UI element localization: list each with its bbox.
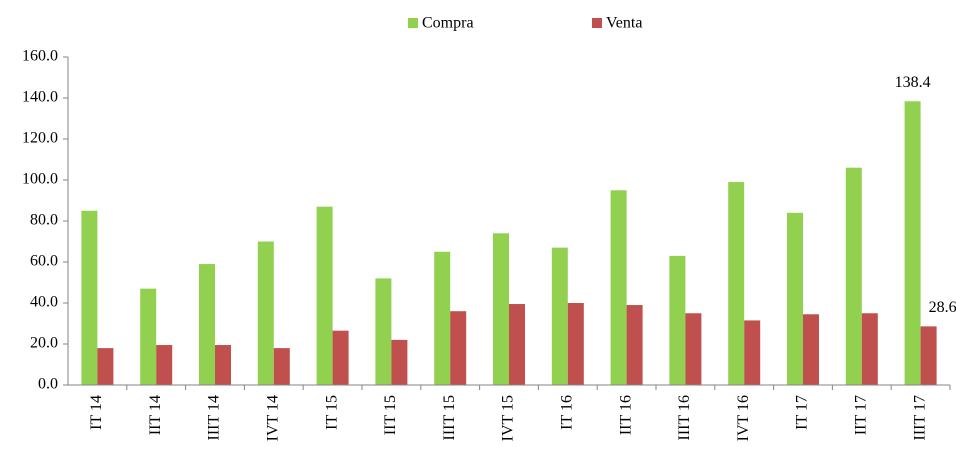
- x-tick-label: IT 16: [558, 395, 575, 430]
- x-tick-label: IT 14: [88, 395, 105, 430]
- x-tick-label: IIT 16: [617, 395, 634, 435]
- y-tick-label: 0.0: [38, 376, 58, 393]
- bar: [391, 339, 408, 385]
- bar: [97, 348, 114, 385]
- bar: [920, 326, 937, 385]
- bar: [728, 182, 745, 385]
- bar: [669, 255, 686, 385]
- y-tick-label: 100.0: [22, 171, 58, 188]
- bar: [551, 247, 568, 385]
- bar: [257, 241, 274, 385]
- bar: [626, 305, 643, 385]
- x-tick-label: IIT 17: [852, 395, 869, 435]
- bar: [493, 233, 509, 385]
- y-tick-label: 160.0: [22, 48, 58, 65]
- data-label: 138.4: [895, 74, 931, 91]
- legend-swatch: [408, 18, 418, 28]
- bar: [81, 210, 98, 385]
- y-tick-label: 80.0: [30, 212, 58, 229]
- bar: [332, 330, 349, 385]
- legend-swatch: [592, 18, 602, 28]
- bar: [861, 313, 878, 385]
- y-tick-label: 60.0: [30, 253, 58, 270]
- y-tick-label: 140.0: [22, 89, 58, 106]
- bar: [509, 304, 525, 385]
- x-tick-label: IIT 14: [147, 395, 164, 435]
- x-tick-label: IT 17: [794, 395, 811, 430]
- bar: [434, 251, 451, 385]
- bar: [567, 303, 584, 385]
- bar: [610, 190, 627, 385]
- bar: [744, 320, 761, 385]
- x-tick-label: IIIT 16: [676, 395, 693, 440]
- x-tick-label: IVT 16: [735, 395, 752, 441]
- legend-label: Venta: [606, 15, 642, 32]
- data-label: 28.6: [929, 299, 956, 316]
- bar: [803, 314, 819, 385]
- x-tick-label: IIIT 14: [206, 395, 223, 440]
- bar: [450, 311, 467, 385]
- bar: [273, 348, 290, 385]
- x-tick-label: IIIT 15: [441, 395, 458, 440]
- bar: [787, 212, 803, 385]
- x-tick-label: IVT 15: [500, 395, 517, 441]
- bar: [685, 313, 702, 385]
- bar: [904, 101, 921, 385]
- x-tick-label: IIT 15: [382, 395, 399, 435]
- x-tick-label: IT 15: [323, 395, 340, 430]
- x-tick-label: IIIT 17: [911, 395, 928, 440]
- y-tick-label: 40.0: [30, 294, 58, 311]
- y-tick-label: 20.0: [30, 335, 58, 352]
- bar: [156, 345, 173, 385]
- bar: [316, 206, 333, 385]
- bar: [375, 278, 392, 385]
- bar: [845, 167, 862, 385]
- legend-label: Compra: [422, 15, 474, 32]
- bar: [215, 345, 231, 385]
- bar: [140, 288, 157, 385]
- x-tick-label: IVT 14: [264, 395, 281, 441]
- bar: [199, 264, 215, 385]
- y-tick-label: 120.0: [22, 130, 58, 147]
